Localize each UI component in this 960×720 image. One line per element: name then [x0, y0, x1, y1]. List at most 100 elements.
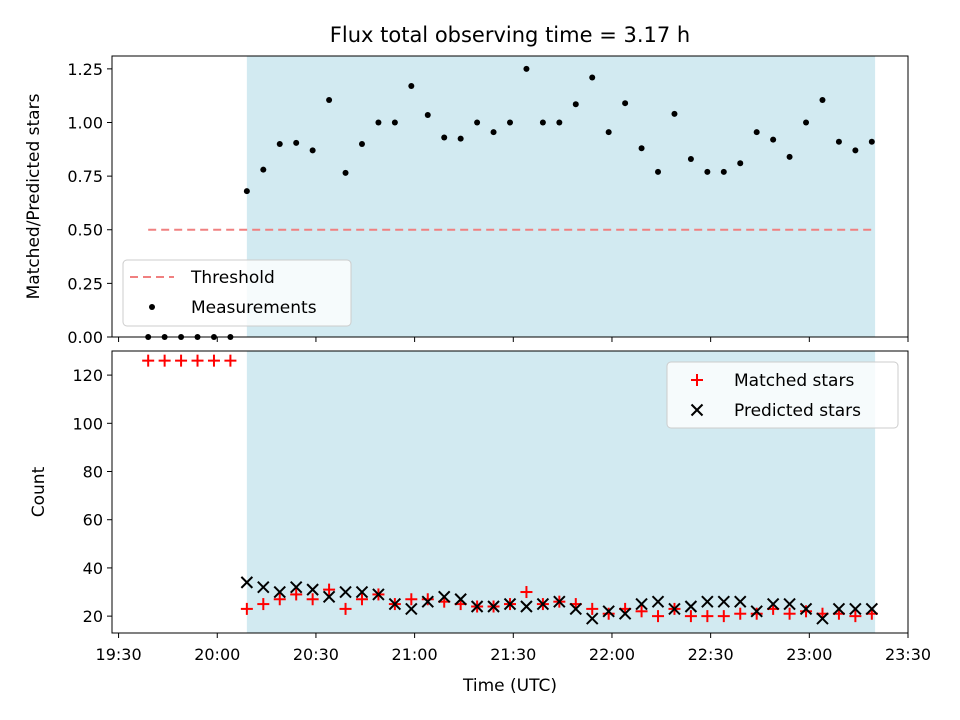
measurement-point — [671, 110, 678, 117]
matched-star-point — [586, 602, 599, 615]
predicted-star-point — [750, 605, 763, 618]
predicted-star-point — [865, 602, 879, 616]
measurement-point — [457, 135, 464, 142]
matched-star-point — [207, 354, 220, 367]
predicted-star-b — [487, 600, 500, 613]
predicted-star-b — [257, 580, 270, 594]
predicted-star-point — [405, 602, 418, 616]
y-tick-label: 20 — [83, 607, 103, 626]
predicted-star-b — [701, 595, 714, 608]
predicted-star-point — [717, 595, 731, 608]
predicted-star-b — [355, 585, 369, 599]
bottom-legend: Matched stars Predicted stars — [666, 361, 899, 429]
y-tick-label: 80 — [83, 463, 103, 482]
predicted-star-b — [339, 585, 352, 599]
y-tick-label: 1.00 — [67, 113, 103, 132]
predicted-star-point — [503, 597, 517, 611]
predicted-star-point — [602, 605, 615, 618]
x-tick-label: 19:30 — [96, 645, 142, 664]
x-tick-label: 23:30 — [885, 645, 931, 664]
matched-star-point — [783, 607, 796, 620]
matched-star-point — [355, 593, 368, 606]
measurement-point — [293, 139, 300, 146]
predicted-star-b — [322, 590, 336, 604]
x-tick-label: 21:30 — [490, 645, 536, 664]
measurement-point — [868, 138, 875, 145]
legend-matched-label: Matched stars — [734, 371, 854, 391]
top-chart-title: Flux total observing time = 3.17 h — [330, 23, 690, 47]
matched-star-point — [405, 593, 418, 606]
predicted-star-b — [783, 597, 796, 611]
measurement-point — [737, 160, 744, 167]
predicted-star-b — [240, 576, 254, 589]
predicted-star-point — [536, 597, 550, 611]
measurement-point — [589, 74, 596, 81]
x-tick-label: 20:30 — [293, 645, 339, 664]
predicted-star-b — [602, 605, 615, 618]
matched-star-point — [323, 583, 336, 596]
measurement-point — [803, 119, 810, 126]
measurement-point — [655, 168, 662, 175]
matched-star-point — [602, 607, 615, 620]
measurement-point — [786, 153, 793, 160]
bottom-panel: 20 40 60 80 100 120 19:30 20:00 20:30 21:00 21:30 2… — [29, 350, 931, 696]
predicted-star-point — [684, 600, 698, 613]
measurement-point — [309, 147, 316, 154]
matched-star-point — [224, 354, 237, 367]
predicted-star-point — [487, 600, 500, 613]
predicted-star-point — [421, 595, 434, 608]
predicted-star-point — [355, 585, 369, 599]
predicted-star-point — [651, 595, 665, 608]
predicted-star-b — [766, 597, 780, 611]
measurement-point — [194, 334, 201, 340]
matched-star-point — [175, 354, 188, 367]
measurement-point — [819, 96, 826, 103]
measurement-point — [227, 334, 234, 340]
legend-measurements-label: Measurements — [191, 298, 317, 318]
predicted-star-point — [586, 612, 599, 625]
measurement-point — [770, 136, 777, 143]
measurement-point — [490, 129, 497, 136]
predicted-star-b — [668, 602, 681, 616]
matched-star-point — [750, 607, 763, 620]
predicted-star-b — [372, 588, 385, 601]
measurement-point — [687, 155, 694, 162]
plot-frame — [111, 55, 909, 338]
predicted-star-b — [536, 597, 550, 611]
x-tick-label: 21:00 — [392, 645, 438, 664]
y-tick-label: 0.25 — [67, 274, 103, 293]
top-legend: Threshold Measurements — [122, 259, 352, 327]
predicted-star-point — [273, 585, 286, 599]
x-tick-label: 22:00 — [589, 645, 635, 664]
legend-box — [122, 259, 352, 327]
matched-star-point — [240, 602, 253, 615]
measurement-point — [260, 166, 267, 173]
measurement-point — [424, 111, 431, 118]
measurement-point — [145, 334, 152, 340]
predicted-star-point — [816, 612, 829, 625]
legend-measurements-swatch — [149, 304, 155, 310]
predicted-star-point — [306, 583, 319, 596]
matched-star-point — [652, 610, 665, 623]
predicted-star-b — [832, 602, 846, 616]
predicted-star-point — [322, 590, 336, 604]
y-tick-label: 0.00 — [67, 328, 103, 347]
y-tick-label: 40 — [83, 559, 103, 578]
measurement-point — [835, 138, 842, 145]
predicted-star-b — [684, 600, 698, 613]
x-tick-label: 22:30 — [688, 645, 734, 664]
predicted-star-point — [388, 597, 402, 611]
predicted-star-point — [849, 602, 862, 616]
predicted-star-point — [668, 602, 681, 616]
matched-star-point — [290, 588, 303, 601]
shaded-interval — [246, 56, 876, 337]
predicted-star-point — [470, 600, 484, 613]
measurement-point — [852, 147, 859, 154]
matched-star-point — [734, 607, 747, 620]
measurement-point — [358, 140, 365, 147]
predicted-star-point — [240, 576, 254, 589]
predicted-star-point — [257, 580, 270, 594]
predicted-star-b — [717, 595, 731, 608]
matched-star-point — [191, 354, 204, 367]
measurement-point — [342, 169, 349, 176]
